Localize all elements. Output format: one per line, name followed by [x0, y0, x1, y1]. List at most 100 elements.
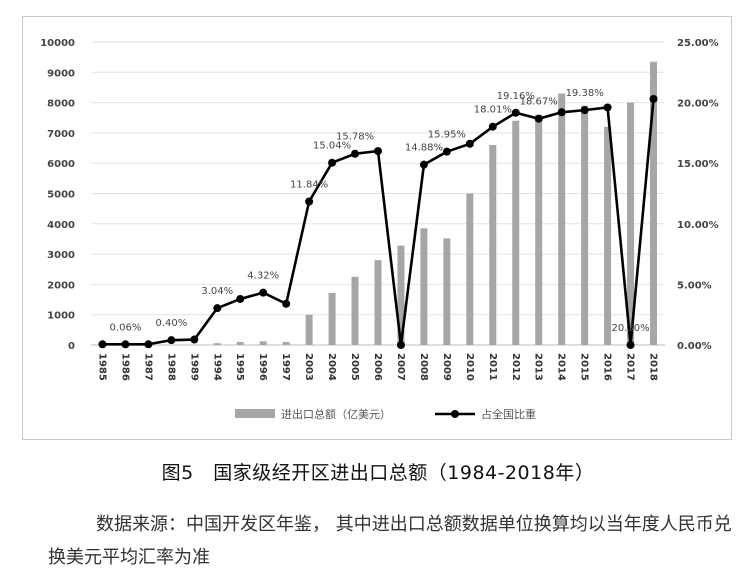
left-axis-tick-label: 8000: [47, 99, 75, 110]
bar: [236, 341, 244, 345]
data-label: 0.06%: [110, 322, 142, 333]
right-axis-tick-label: 10.00%: [677, 220, 719, 231]
x-axis-tick-label: 2015: [579, 353, 590, 381]
bar: [466, 193, 474, 345]
data-label: 3.04%: [201, 286, 233, 297]
data-label: 15.78%: [336, 132, 374, 143]
x-axis-tick-label: 2006: [372, 353, 383, 381]
left-axis-tick-label: 6000: [47, 159, 75, 170]
bar: [420, 228, 428, 345]
x-axis-tick-label: 2012: [510, 353, 521, 381]
line-point: [374, 147, 382, 156]
chart-frame: 0 1000 2000 3000 4000 5000 6000 7000 8000 9000 100…: [22, 16, 732, 440]
legend-swatch-bar: [235, 409, 275, 418]
bar: [581, 105, 589, 345]
bar: [397, 245, 405, 345]
x-axis-tick-label: 2016: [602, 353, 613, 381]
left-axis-tick-label: 10000: [40, 38, 75, 49]
bar: [305, 314, 313, 345]
data-label: 19.16%: [497, 91, 535, 102]
bar: [374, 260, 382, 345]
line-point: [419, 160, 428, 169]
line-point: [282, 299, 291, 308]
data-label: 18.67%: [520, 97, 558, 108]
bar: [535, 114, 543, 345]
line-point: [305, 197, 314, 206]
bar: [282, 341, 290, 345]
data-label: 19.38%: [566, 88, 604, 99]
right-axis-tick-label: 20.00%: [677, 99, 719, 110]
bar: [259, 341, 267, 345]
x-axis-tick-label: 1996: [257, 353, 268, 381]
data-label: 18.01%: [474, 105, 512, 116]
line-point: [580, 106, 589, 115]
legend-label-bar: 进出口总额（亿美元）: [281, 407, 391, 421]
line-point: [465, 139, 474, 148]
x-axis-tick-label: 2007: [395, 353, 406, 381]
data-label: 20.30%: [611, 323, 649, 334]
x-axis-tick-label: 2013: [533, 353, 544, 381]
line-point: [236, 294, 245, 303]
bar: [512, 120, 520, 345]
bar: [558, 93, 566, 345]
legend-marker-line: [451, 410, 459, 418]
figure-title: 图5 国家级经开区进出口总额（1984-2018年）: [161, 462, 595, 484]
line-point: [557, 108, 566, 117]
line-point: [144, 340, 153, 349]
x-axis-tick-label: 2017: [625, 353, 636, 381]
bar: [627, 102, 635, 345]
left-axis-tick-label: 2000: [47, 280, 75, 291]
left-axis-tick-label: 9000: [47, 68, 75, 79]
right-axis-tick-label: 25.00%: [677, 38, 719, 49]
data-label: 11.84%: [290, 179, 328, 190]
right-axis-tick-label: 5.00%: [677, 280, 712, 291]
x-axis-tick-label: 2010: [464, 353, 475, 381]
x-axis-tick-label: 2008: [418, 353, 429, 381]
left-axis-tick-label: 3000: [47, 250, 75, 261]
x-axis-tick-label: 1989: [188, 353, 199, 381]
line-point: [259, 288, 268, 297]
x-axis-tick-label: 2018: [648, 353, 659, 381]
line-point: [534, 114, 543, 123]
x-axis-tick-label: 2014: [556, 353, 567, 381]
left-axis-tick-label: 5000: [47, 190, 75, 201]
x-axis-tick-label: 1997: [280, 353, 291, 381]
bar: [489, 145, 497, 345]
line-point: [98, 340, 107, 349]
x-axis-tick-label: 2005: [349, 353, 360, 381]
line-point: [603, 103, 612, 112]
line-point: [442, 147, 451, 156]
bar: [351, 276, 359, 345]
line-point: [213, 304, 222, 313]
bar: [443, 238, 451, 345]
source-caption: 数据来源：中国开发区年鉴， 其中进出口总额数据单位换算均以当年度人民币兑换美元平…: [48, 514, 732, 568]
x-axis-tick-label: 2003: [303, 353, 314, 381]
line-point: [121, 340, 130, 349]
left-axis-tick-label: 7000: [47, 129, 75, 140]
x-axis-tick-label: 1994: [211, 353, 222, 381]
line-point: [396, 341, 405, 349]
bar: [650, 61, 658, 345]
line-point: [511, 108, 520, 117]
line-point: [328, 158, 337, 167]
x-axis-tick-label: 2004: [326, 353, 337, 381]
line-point: [190, 335, 199, 344]
data-label: 15.95%: [428, 130, 466, 141]
x-axis-tick-label: 1987: [142, 353, 153, 381]
left-axis-tick-label: 0: [68, 341, 75, 352]
x-axis-tick-label: 1986: [119, 353, 130, 381]
data-label: 14.88%: [405, 143, 443, 154]
left-axis-tick-label: 4000: [47, 220, 75, 231]
x-axis-tick-label: 1988: [165, 353, 176, 381]
line-point: [488, 122, 497, 131]
x-axis-tick-label: 2011: [487, 353, 498, 381]
line-point: [626, 341, 635, 349]
line-point: [649, 94, 658, 103]
bar: [328, 292, 336, 345]
data-label: 15.04%: [313, 141, 351, 152]
bar: [213, 343, 221, 345]
x-axis-tick-label: 1985: [96, 353, 107, 381]
right-axis-tick-label: 15.00%: [677, 159, 719, 170]
right-axis-tick-label: 0.00%: [677, 341, 712, 352]
data-label: 0.40%: [155, 318, 187, 329]
